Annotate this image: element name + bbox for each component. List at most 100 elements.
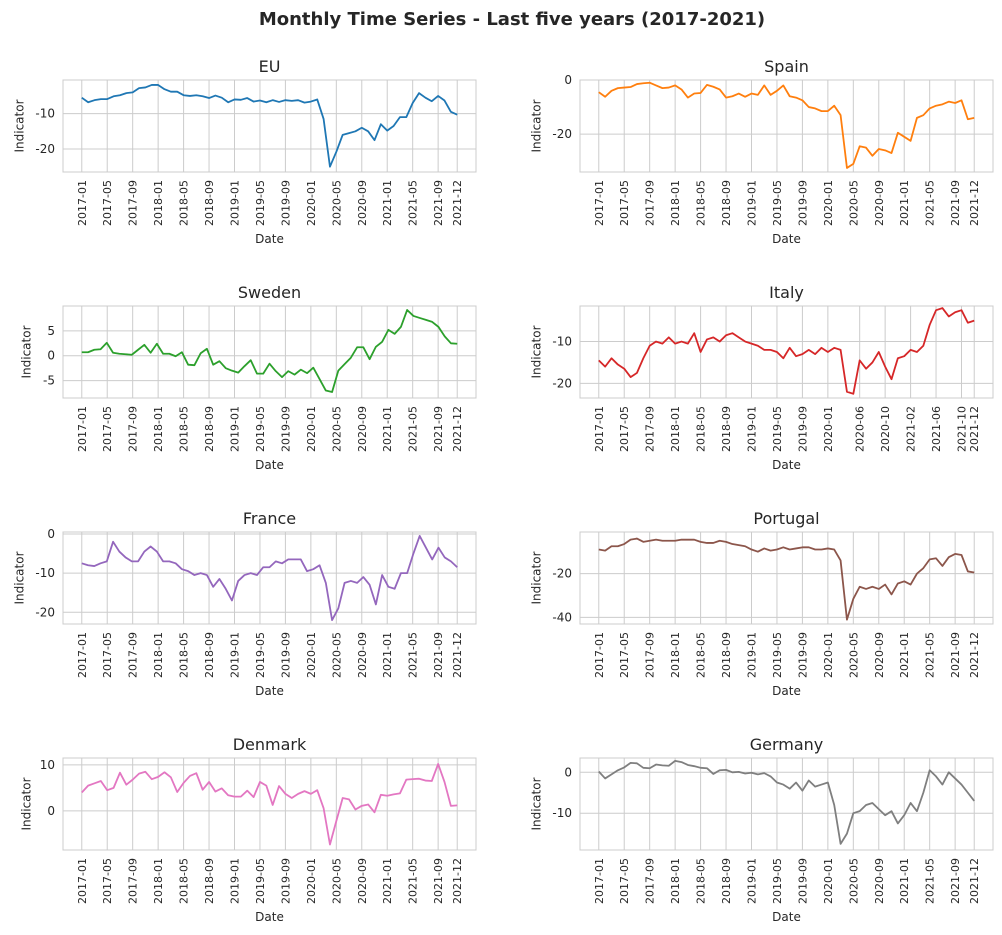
eu-x-tick-label: 2019-09 xyxy=(279,180,292,226)
spain-x-tick-label: 2021-05 xyxy=(924,180,937,226)
portugal-x-tick-label: 2020-01 xyxy=(822,632,835,678)
portugal-x-tick-label: 2019-01 xyxy=(746,632,759,678)
france-x-tick-label: 2018-05 xyxy=(178,632,191,678)
france-x-tick-label: 2019-01 xyxy=(229,632,242,678)
france-y-tick-label: -10 xyxy=(35,566,55,580)
germany-y-axis: 0 -10 xyxy=(552,765,993,820)
denmark-chart-title: Denmark xyxy=(233,735,307,754)
denmark-x-tick-label: 2020-09 xyxy=(356,858,369,904)
france-x-tick-label: 2020-05 xyxy=(330,632,343,678)
chart-denmark: 2017-01 2017-05 2017-09 2018-01 2018-05 2018-… xyxy=(20,735,477,924)
spain-x-tick-label: 2019-09 xyxy=(796,180,809,226)
italy-y-tick-label: -10 xyxy=(552,335,572,349)
eu-x-tick-label: 2018-09 xyxy=(203,180,216,226)
spain-x-tick-label: 2019-05 xyxy=(771,180,784,226)
denmark-y-tick-label: 10 xyxy=(40,758,55,772)
eu-plot-frame xyxy=(62,79,477,173)
italy-chart-title: Italy xyxy=(769,283,804,302)
italy-y-axis-label: Indicator xyxy=(529,325,543,378)
chart-spain: 2017-01 2017-05 2017-09 2018-01 2018-05 2018-… xyxy=(529,57,994,246)
denmark-x-tick-label: 2021-12 xyxy=(451,858,464,904)
france-x-tick-label: 2017-09 xyxy=(127,632,140,678)
eu-series-line xyxy=(81,84,458,168)
germany-x-tick-label: 2021-12 xyxy=(968,858,981,904)
eu-x-tick-label: 2020-01 xyxy=(305,180,318,226)
spain-x-tick-label: 2018-01 xyxy=(669,180,682,226)
sweden-series-line xyxy=(81,309,458,393)
germany-plot-area xyxy=(580,758,993,850)
eu-x-tick-label: 2017-05 xyxy=(101,180,114,226)
germany-x-tick-label: 2019-09 xyxy=(796,858,809,904)
germany-x-tick-label: 2017-01 xyxy=(593,858,606,904)
france-x-tick-label: 2019-05 xyxy=(254,632,267,678)
spain-x-tick-label: 2019-01 xyxy=(746,180,759,226)
germany-chart-title: Germany xyxy=(750,735,824,754)
france-x-tick-label: 2018-01 xyxy=(152,632,165,678)
germany-x-tick-label: 2021-09 xyxy=(949,858,962,904)
germany-x-axis: 2017-01 2017-05 2017-09 2018-01 2018-05 2018-… xyxy=(593,758,981,904)
spain-x-tick-label: 2021-01 xyxy=(898,180,911,226)
italy-x-tick-label: 2021-06 xyxy=(930,406,943,452)
france-y-tick-label: -20 xyxy=(35,605,55,619)
portugal-y-tick-label: -20 xyxy=(552,567,572,581)
germany-y-tick-label: 0 xyxy=(564,765,572,779)
spain-x-tick-label: 2020-09 xyxy=(873,180,886,226)
eu-x-tick-label: 2021-12 xyxy=(451,180,464,226)
eu-x-tick-label: 2020-09 xyxy=(356,180,369,226)
germany-x-tick-label: 2017-09 xyxy=(644,858,657,904)
france-series-line xyxy=(81,535,458,621)
chart-portugal: 2017-01 2017-05 2017-09 2018-01 2018-05 2018-… xyxy=(529,509,994,698)
germany-x-tick-label: 2020-01 xyxy=(822,858,835,904)
spain-x-axis: 2017-01 2017-05 2017-09 2018-01 2018-05 2018-… xyxy=(593,80,981,226)
italy-y-axis: -10 -20 xyxy=(552,335,993,390)
spain-chart-title: Spain xyxy=(764,57,809,76)
germany-y-tick-label: -10 xyxy=(552,806,572,820)
sweden-plot-frame xyxy=(62,305,477,399)
portugal-x-tick-label: 2021-09 xyxy=(949,632,962,678)
sweden-x-tick-label: 2019-09 xyxy=(279,406,292,452)
portugal-x-tick-label: 2017-09 xyxy=(644,632,657,678)
italy-x-tick-label: 2017-01 xyxy=(593,406,606,452)
spain-plot-frame xyxy=(579,79,994,173)
sweden-x-tick-label: 2021-09 xyxy=(432,406,445,452)
eu-x-tick-label: 2021-01 xyxy=(381,180,394,226)
germany-series-line xyxy=(598,759,975,845)
eu-x-tick-label: 2017-09 xyxy=(127,180,140,226)
italy-x-axis: 2017-01 2017-05 2017-09 2018-01 2018-05 2018-… xyxy=(593,306,981,452)
italy-x-tick-label: 2018-09 xyxy=(720,406,733,452)
portugal-x-tick-label: 2021-12 xyxy=(968,632,981,678)
italy-x-tick-label: 2019-01 xyxy=(746,406,759,452)
italy-x-tick-label: 2018-01 xyxy=(669,406,682,452)
italy-y-tick-label: -20 xyxy=(552,376,572,390)
denmark-y-tick-label: 0 xyxy=(47,804,55,818)
italy-x-tick-label: 2017-05 xyxy=(618,406,631,452)
denmark-x-tick-label: 2021-05 xyxy=(407,858,420,904)
sweden-x-axis-label: Date xyxy=(255,458,284,472)
france-y-axis-label: Indicator xyxy=(12,551,26,604)
france-x-tick-label: 2017-05 xyxy=(101,632,114,678)
italy-x-tick-label: 2017-09 xyxy=(644,406,657,452)
denmark-x-tick-label: 2018-05 xyxy=(178,858,191,904)
spain-series-line xyxy=(598,81,975,169)
denmark-x-tick-label: 2019-09 xyxy=(279,858,292,904)
denmark-x-tick-label: 2017-05 xyxy=(101,858,114,904)
sweden-y-tick-label: 0 xyxy=(47,349,55,363)
sweden-x-tick-label: 2019-01 xyxy=(229,406,242,452)
portugal-series-line xyxy=(598,537,975,621)
spain-x-tick-label: 2021-09 xyxy=(949,180,962,226)
portugal-plot-frame xyxy=(579,531,994,625)
denmark-x-tick-label: 2017-01 xyxy=(76,858,89,904)
portugal-plot-area xyxy=(580,532,993,624)
portugal-x-tick-label: 2020-09 xyxy=(873,632,886,678)
eu-x-axis-label: Date xyxy=(255,232,284,246)
spain-x-tick-label: 2017-05 xyxy=(618,180,631,226)
italy-x-tick-label: 2020-01 xyxy=(822,406,835,452)
denmark-x-tick-label: 2018-09 xyxy=(203,858,216,904)
sweden-x-axis: 2017-01 2017-05 2017-09 2018-01 2018-05 2018-… xyxy=(76,306,464,452)
eu-y-tick-label: -10 xyxy=(35,107,55,121)
france-x-tick-label: 2017-01 xyxy=(76,632,89,678)
portugal-x-tick-label: 2018-01 xyxy=(669,632,682,678)
sweden-x-tick-label: 2017-09 xyxy=(127,406,140,452)
portugal-x-tick-label: 2019-05 xyxy=(771,632,784,678)
spain-x-tick-label: 2017-09 xyxy=(644,180,657,226)
